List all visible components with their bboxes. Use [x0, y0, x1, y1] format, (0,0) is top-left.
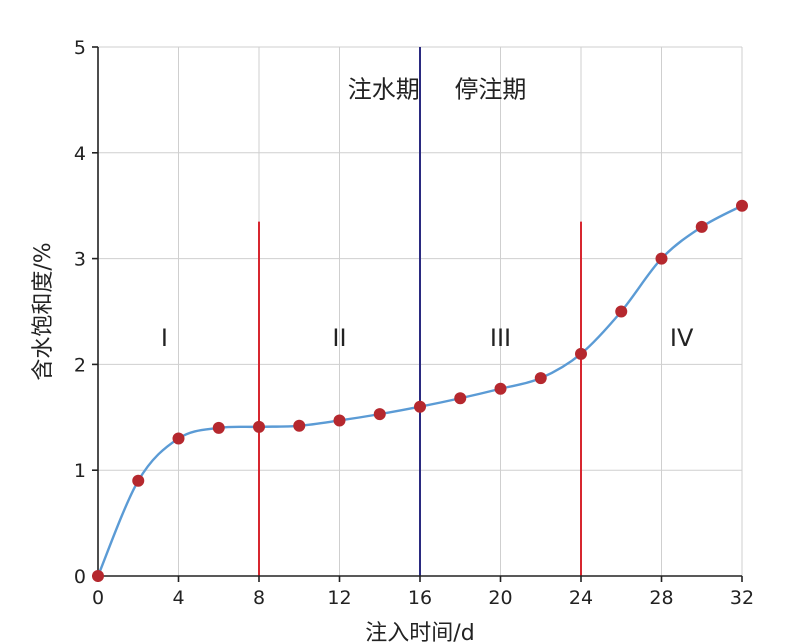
data-point — [172, 432, 185, 445]
data-point — [92, 570, 104, 582]
data-point — [615, 305, 628, 318]
data-point — [414, 400, 426, 413]
phase-divider-lines — [258, 47, 582, 576]
data-point — [373, 408, 386, 421]
y-tick-label: 0 — [74, 566, 86, 588]
region-label: III — [490, 324, 511, 352]
data-point — [494, 382, 507, 395]
y-axis-title: 含水饱和度/% — [31, 242, 56, 380]
x-tick-label: 8 — [253, 587, 265, 609]
x-tick-label: 16 — [408, 587, 432, 609]
phase-annotation: 停注期 — [454, 75, 526, 103]
data-point — [293, 419, 306, 432]
x-tick-label: 12 — [327, 587, 351, 609]
data-series — [92, 199, 748, 582]
x-tick-label: 0 — [92, 587, 104, 609]
x-tick-label: 24 — [569, 587, 593, 609]
data-point — [695, 220, 708, 233]
x-tick-label: 28 — [649, 587, 673, 609]
phase-annotation: 注水期 — [348, 75, 420, 103]
data-point — [333, 414, 346, 427]
y-tick-label: 1 — [74, 460, 86, 482]
x-tick-label: 32 — [730, 587, 754, 609]
data-point — [132, 474, 145, 487]
data-point — [454, 392, 467, 405]
y-tick-label: 4 — [74, 143, 86, 165]
data-point — [736, 199, 748, 212]
region-label: I — [161, 324, 168, 352]
y-tick-label: 5 — [74, 37, 86, 59]
data-point — [253, 420, 265, 433]
y-tick-label: 3 — [74, 249, 86, 271]
region-label: IV — [670, 324, 694, 352]
region-label: II — [332, 324, 346, 352]
x-axis-title: 注入时间/d — [365, 621, 474, 644]
data-point — [534, 372, 547, 385]
x-tick-label: 20 — [488, 587, 512, 609]
data-point — [575, 347, 587, 360]
x-tick-label: 4 — [172, 587, 184, 609]
data-point — [655, 252, 668, 265]
y-tick-label: 2 — [74, 354, 86, 376]
data-point — [212, 421, 225, 434]
